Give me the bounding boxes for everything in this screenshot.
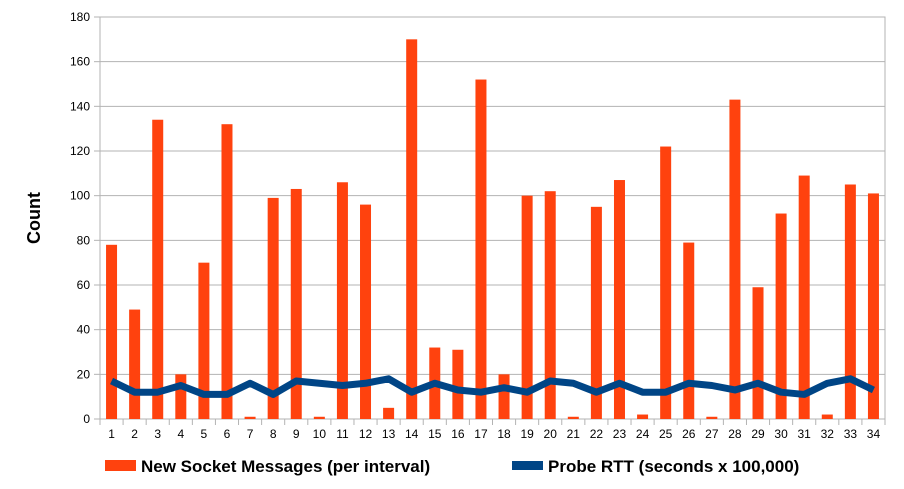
x-tick-label-4: 4 [177,427,184,441]
x-tick-label-28: 28 [728,427,742,441]
x-tick-label-5: 5 [201,427,208,441]
y-tick-label-160: 160 [70,55,90,69]
x-axis-ticks: 1 2 3 4 5 6 7 8 9 10 11 12 13 14 15 16 17 18 19 20 21 22 23 24 2… [99,419,886,441]
bar-34 [867,193,879,419]
y-tick-label-80: 80 [77,233,91,247]
bar-12 [360,204,372,419]
bar-8 [267,197,279,419]
x-tick-label-10: 10 [313,427,327,441]
bar-16 [452,349,464,419]
y-tick-label-120: 120 [70,144,90,158]
x-tick-label-26: 26 [682,427,696,441]
bar-27 [706,416,718,419]
x-tick-label-14: 14 [405,427,419,441]
bar-23 [613,180,625,419]
y-tick-label-180: 180 [70,10,90,24]
x-tick-label-16: 16 [451,427,465,441]
x-tick-label-11: 11 [336,427,349,441]
x-tick-label-12: 12 [359,427,373,441]
bar-21 [567,416,579,419]
bar-20 [544,191,556,419]
bar-25 [660,146,672,420]
bar-24 [637,414,649,419]
x-tick-label-15: 15 [428,427,442,441]
bar-1 [106,244,118,419]
bar-33 [844,184,856,419]
x-tick-label-2: 2 [131,427,138,441]
x-tick-label-8: 8 [270,427,277,441]
bar-7 [244,416,256,419]
x-tick-label-9: 9 [293,427,300,441]
x-tick-label-3: 3 [154,427,161,441]
legend-swatch-line [512,461,543,470]
bar-31 [798,175,810,419]
x-tick-label-29: 29 [751,427,765,441]
y-tick-label-0: 0 [83,412,90,426]
bar-3 [152,119,164,419]
bar-13 [383,407,395,419]
x-tick-label-20: 20 [544,427,558,441]
bar-14 [406,39,418,419]
bar-2 [129,309,141,419]
bar-32 [821,414,833,419]
x-tick-label-7: 7 [247,427,254,441]
y-tick-label-140: 140 [70,99,90,113]
x-tick-label-1: 1 [108,427,115,441]
legend: New Socket Messages (per interval) Probe… [105,457,799,476]
y-tick-label-100: 100 [70,189,90,203]
line-series [110,375,875,398]
x-tick-label-32: 32 [821,427,835,441]
bar-series [106,39,879,420]
x-tick-label-30: 30 [774,427,788,441]
bar-26 [683,242,695,419]
x-tick-label-13: 13 [382,427,396,441]
x-tick-label-31: 31 [798,427,812,441]
y-axis-label: Count [24,192,44,244]
x-tick-label-25: 25 [659,427,673,441]
bar-29 [752,287,764,419]
y-tick-label-20: 20 [77,367,91,381]
legend-label-line: Probe RTT (seconds x 100,000) [548,457,799,476]
x-tick-label-33: 33 [844,427,858,441]
x-tick-label-23: 23 [613,427,627,441]
legend-swatch-bars [105,460,136,471]
bar-4 [175,374,187,419]
bar-28 [729,99,741,419]
x-tick-label-19: 19 [520,427,534,441]
bar-18 [498,374,510,419]
bar-10 [313,416,325,419]
y-axis-ticks: 0 20 40 60 80 100 120 140 160 180 [70,10,100,426]
legend-label-bars: New Socket Messages (per interval) [141,457,430,476]
bar-22 [590,206,602,419]
y-tick-label-40: 40 [77,323,91,337]
bar-6 [221,124,233,419]
x-tick-label-17: 17 [474,427,488,441]
x-tick-label-6: 6 [224,427,231,441]
y-tick-label-60: 60 [77,278,91,292]
bar-11 [336,182,348,419]
x-tick-label-34: 34 [867,427,881,441]
bar-19 [521,195,533,419]
gridlines [100,16,885,420]
bar-5 [198,262,210,419]
plot-area [99,16,886,420]
x-tick-label-24: 24 [636,427,650,441]
bar-9 [290,188,302,419]
x-tick-label-18: 18 [497,427,511,441]
x-tick-label-21: 21 [567,427,581,441]
x-tick-label-27: 27 [705,427,719,441]
x-tick-label-22: 22 [590,427,604,441]
bar-30 [775,213,787,419]
bar-17 [475,79,487,420]
rtt-line [110,375,875,398]
